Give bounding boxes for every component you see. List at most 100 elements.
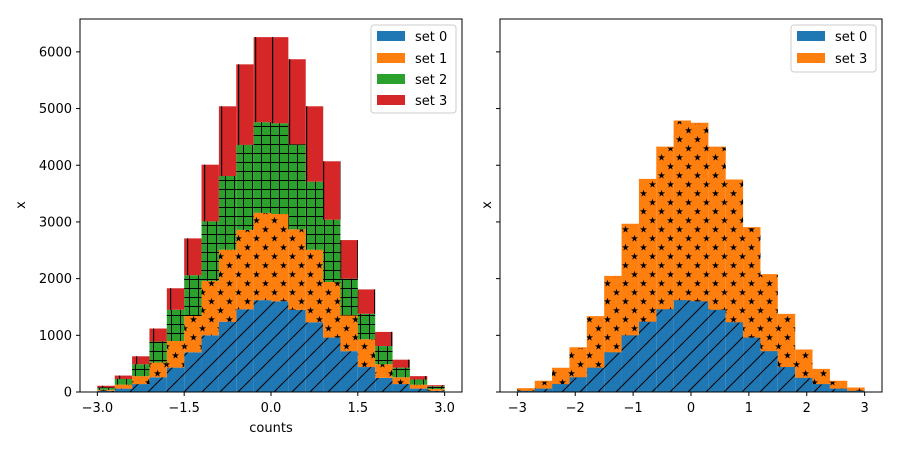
right-bar-hatch-s0-b2 [552,384,570,392]
right-series-1 [517,120,865,391]
left-ytick-label-4: 4000 [39,159,72,174]
right-xtick-label-4: 1 [745,401,753,416]
right-bar-hatch-s0-b9 [673,300,691,392]
right-bar-hatch-s0-b17 [812,384,830,392]
right-bar-hatch-s0-b16 [795,377,813,392]
right-legend: set 0 set 3 [790,24,877,73]
left-bar-hatch-s2-b12 [305,181,324,250]
left-bar-hatch-s1-b10 [271,214,289,302]
left-bar-hatch-s3-b8 [236,64,254,145]
left-bar-hatch-s3-b12 [305,106,324,182]
left-xtick-label-3: 1.5 [347,401,368,416]
left-ytick-label-0: 0 [64,386,72,401]
right-bar-hatch-s1-b10 [691,123,709,302]
right-bar-hatch-s1-b19 [847,388,865,391]
left-series-2 [97,122,445,390]
left-ytick-label-3: 3000 [39,215,72,230]
right-ylabel: x [480,201,495,209]
left-bar-hatch-s1-b18 [409,384,428,389]
left-bar-hatch-s1-b3 [149,362,167,378]
left-bar-hatch-s0-b7 [218,321,237,392]
left-bar-hatch-s3-b18 [409,376,428,380]
right-bar-hatch-s1-b15 [777,314,796,368]
left-bar-hatch-s2-b18 [409,379,428,385]
left-bar-hatch-s0-b13 [323,337,341,392]
left-bar-hatch-s1-b16 [375,364,393,378]
right-bar-hatch-s0-b1 [534,388,553,392]
right-xtick-label-0: −3 [508,401,527,416]
left-bar-hatch-s0-b19 [427,390,445,392]
left-bar-hatch-s0-b1 [114,388,133,392]
right-bar-hatch-s1-b9 [673,121,691,301]
right-bar-hatch-s1-b14 [760,274,778,352]
left-bar-hatch-s2-b5 [184,275,202,317]
right-bar-hatch-s0-b6 [621,335,639,392]
right-xtick-label-6: 3 [860,401,868,416]
right-bar-hatch-s0-b14 [760,351,778,392]
right-bar-hatch-s1-b18 [829,381,848,389]
left-bar-hatch-s0-b18 [409,388,428,392]
left-bar-hatch-s1-b13 [323,282,341,338]
right-bar-hatch-s0-b4 [586,367,605,392]
left-bar-hatch-s3-b15 [357,289,376,314]
left-bar-hatch-s2-b11 [288,144,306,230]
left-bar-hatch-s0-b0 [97,390,115,392]
left-bar-hatch-s1-b14 [340,315,358,352]
left-bar-hatch-s0-b2 [132,384,150,392]
left-bar-hatch-s0-b3 [149,377,167,392]
right-bar-hatch-s0-b18 [829,388,848,392]
right-bar-hatch-s1-b1 [534,381,553,389]
left-axes-frame [79,18,463,393]
left-bar-hatch-s1-b5 [184,316,202,353]
left-xlabel: counts [249,421,293,436]
right-bar-hatch-s1-b8 [656,147,674,310]
left-bar-hatch-s0-b16 [375,377,393,392]
left-legend-label-0: set 0 [415,30,447,45]
left-bar-hatch-s1-b4 [166,340,185,368]
left-bar-hatch-s2-b14 [340,278,358,316]
left-bar-hatch-s2-b1 [114,378,133,385]
left-bar-hatch-s2-b9 [253,122,271,213]
left-bar-hatch-s3-b19 [427,385,445,387]
left-bar-hatch-s3-b2 [132,356,150,365]
left-bar-hatch-s0-b5 [184,352,202,392]
left-series-1 [97,212,445,391]
left-bar-hatch-s1-b15 [357,339,376,368]
left-bar-hatch-s3-b16 [375,331,393,347]
left-bar-hatch-s3-b6 [201,164,219,222]
right-bar-hatch-s0-b7 [638,321,657,392]
right-bar-hatch-s0-b12 [725,322,744,392]
left-legend-label-1: set 1 [415,52,447,67]
right-xtick-label-1: −2 [566,401,585,416]
left-bar-hatch-s3-b7 [218,106,237,177]
left-bar-hatch-s1-b1 [114,384,133,389]
right-bar-hatch-s0-b0 [517,390,535,392]
left-bar-hatch-s0-b15 [357,367,376,392]
right-xtick-label-3: 0 [687,401,695,416]
left-bar-hatch-s1-b7 [218,249,237,322]
right-bar-hatch-s1-b3 [569,347,587,378]
left-legend-swatch-0 [377,31,405,41]
left-legend: set 0 set 1 set 2 set 3 [370,24,457,114]
left-bar-hatch-s3-b13 [323,161,341,220]
right-bars [517,120,865,392]
left-bar-hatch-s1-b6 [201,280,219,336]
right-legend-swatch-0 [797,31,825,41]
left-xtick-label-1: −1.5 [168,401,200,416]
right-bar-hatch-s1-b11 [708,147,726,310]
right-bar-hatch-s0-b3 [569,377,587,392]
right-bar-hatch-s1-b7 [638,179,657,322]
right-legend-swatch-1 [797,53,825,63]
right-bar-hatch-s1-b16 [795,350,813,378]
left-bar-hatch-s3-b0 [97,385,115,388]
left-bar-hatch-s3-b5 [184,238,202,276]
left-bar-hatch-s1-b0 [97,389,115,391]
left-bar-hatch-s2-b15 [357,313,376,340]
left-ytick-label-2: 2000 [39,272,72,287]
left-bar-hatch-s3-b11 [288,59,306,145]
right-xtick-label-2: −1 [624,401,643,416]
right-legend-label-1: set 3 [835,52,867,67]
right-bar-hatch-s0-b11 [708,309,726,392]
right-axes-frame [499,18,883,393]
